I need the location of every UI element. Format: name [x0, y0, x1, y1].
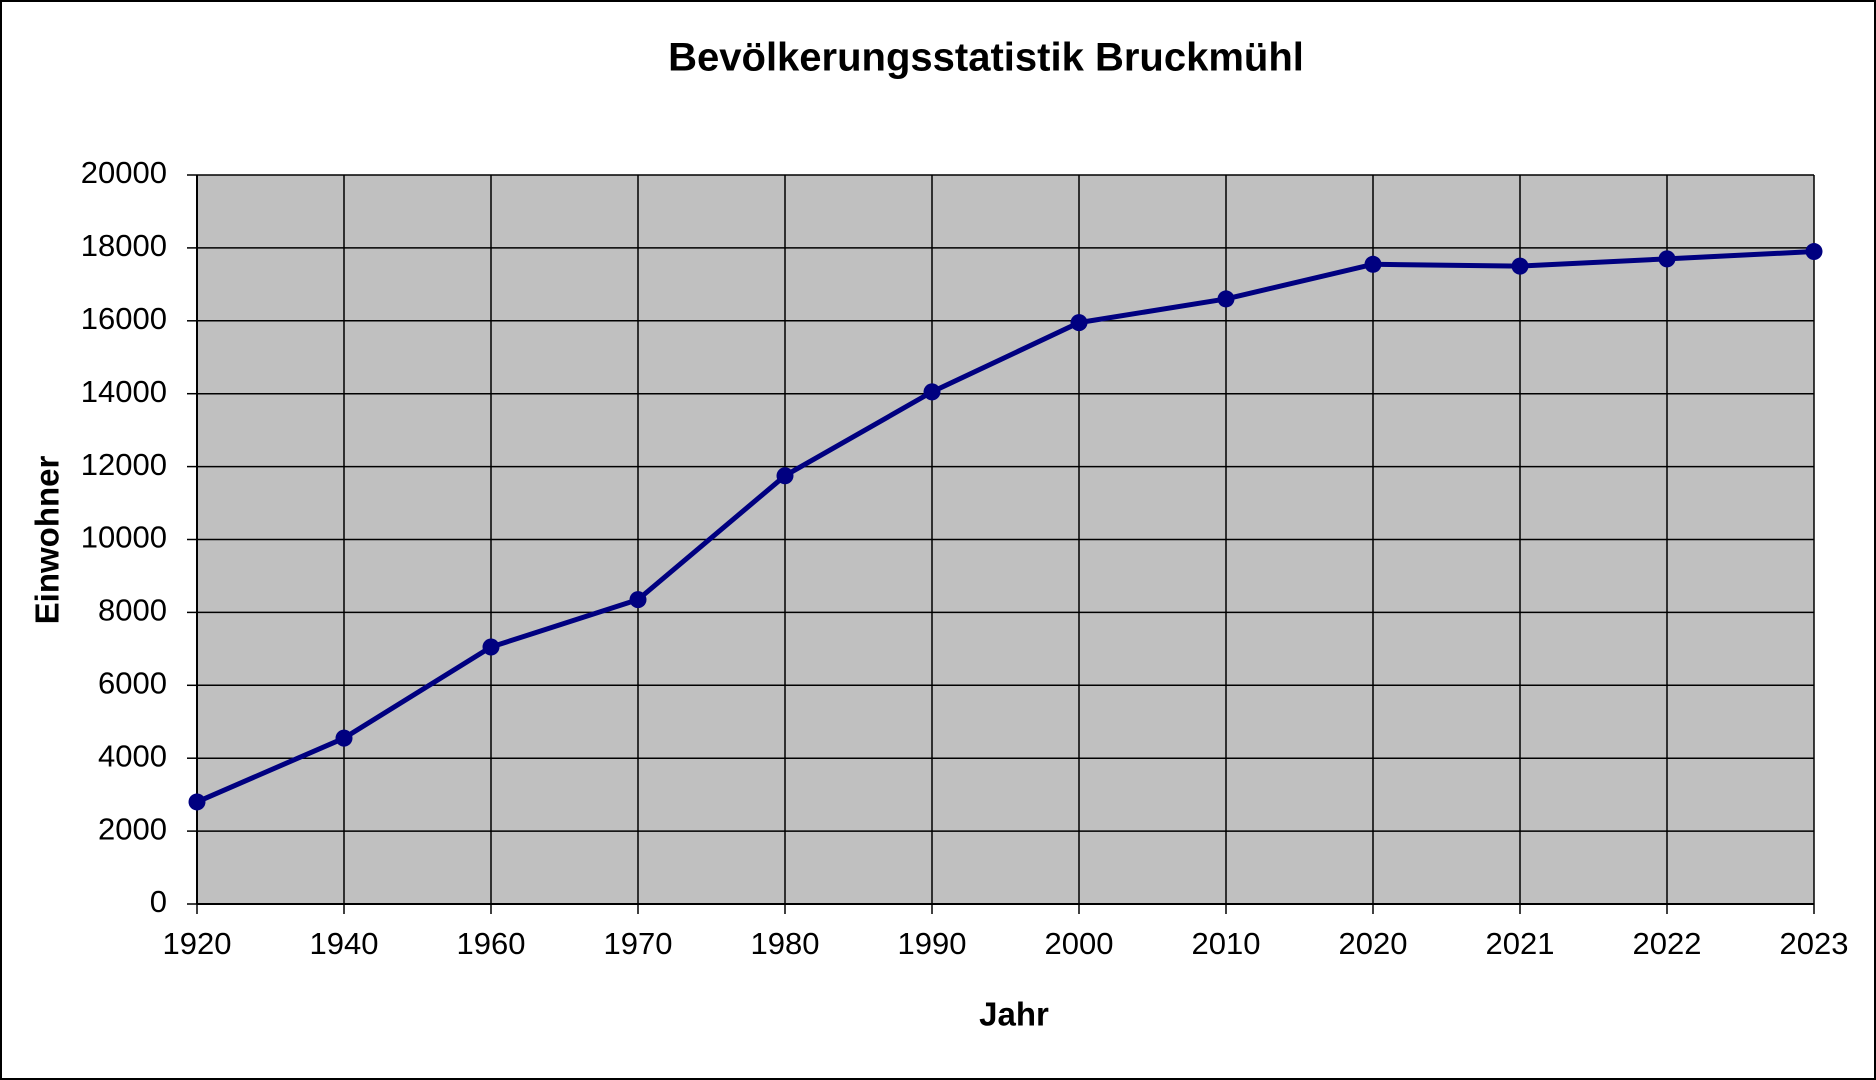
marker	[1364, 255, 1382, 273]
y-tick-label: 2000	[98, 811, 167, 846]
y-tick-label: 14000	[81, 374, 167, 409]
x-tick-label: 2023	[1780, 926, 1849, 961]
y-tick-label: 8000	[98, 593, 167, 628]
marker	[1658, 250, 1676, 268]
x-tick-label: 2020	[1339, 926, 1408, 961]
x-tick-label: 1970	[604, 926, 673, 961]
marker	[1805, 243, 1823, 261]
y-tick-label: 6000	[98, 665, 167, 700]
x-tick-label: 1960	[457, 926, 526, 961]
marker	[923, 383, 941, 401]
x-tick-label: 2022	[1633, 926, 1702, 961]
y-tick-label: 4000	[98, 738, 167, 773]
x-tick-label: 1940	[310, 926, 379, 961]
y-tick-label: 12000	[81, 447, 167, 482]
chart-title: Bevölkerungsstatistik Bruckmühl	[668, 36, 1304, 80]
x-tick-label: 1980	[751, 926, 820, 961]
line	[196, 249, 1815, 805]
y-tick-label: 18000	[81, 228, 167, 263]
y-tick-label: 16000	[81, 301, 167, 336]
marker	[482, 638, 500, 656]
x-tick-label: 1990	[898, 926, 967, 961]
y-tick-label: 20000	[81, 155, 167, 190]
marker	[776, 467, 794, 485]
marker	[188, 793, 206, 811]
x-tick-label: 2010	[1192, 926, 1261, 961]
marker	[1070, 314, 1088, 332]
x-axis-label: Jahr	[979, 996, 1049, 1033]
marker	[629, 591, 647, 609]
y-axis-label: Einwohner	[29, 456, 66, 625]
x-tick-label: 2000	[1045, 926, 1114, 961]
y-tick-label: 0	[150, 884, 167, 919]
marker	[1217, 290, 1235, 308]
x-tick-label: 1920	[163, 926, 232, 961]
marker	[1511, 257, 1529, 275]
y-tick-label: 10000	[81, 520, 167, 555]
marker	[335, 729, 353, 747]
x-tick-label: 2021	[1486, 926, 1555, 961]
